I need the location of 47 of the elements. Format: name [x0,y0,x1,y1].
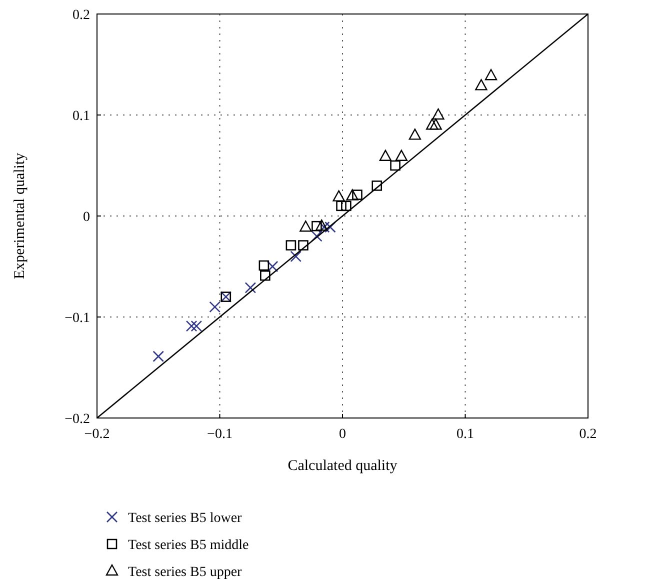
point [298,240,308,250]
point [312,220,322,232]
y-tick-label: −0.1 [64,311,90,326]
point [311,230,322,242]
legend-label: Test series B5 upper [128,565,242,580]
point [332,190,345,202]
point [209,301,220,313]
point [324,221,336,233]
point [426,118,438,130]
point [316,220,328,231]
y-axis-title: Experimental quality [12,152,28,280]
x-tick-label: 0.2 [579,427,597,442]
x-axis-title: Calculated quality [288,458,398,474]
y-tick-label: 0.2 [72,8,90,23]
point [244,282,256,294]
point [390,160,400,171]
point [186,320,198,332]
point [266,260,278,272]
point [341,200,352,212]
legend-label: Test series B5 lower [128,511,242,526]
point [372,180,382,191]
point [258,260,270,271]
point [190,320,202,332]
point [475,79,488,90]
x-tick-label: −0.2 [84,427,110,442]
point [408,128,422,140]
point [484,69,498,80]
point [430,118,442,130]
point [336,200,346,212]
point [286,240,296,250]
y-tick-label: −0.2 [64,412,90,427]
point [379,150,392,162]
point [346,189,358,200]
point [432,108,444,120]
x-tick-label: −0.1 [207,427,232,442]
x-tick-label: 0 [339,427,346,442]
point [290,250,302,262]
point [318,221,330,233]
point [352,190,362,200]
y-tick-label: 0.1 [72,109,90,124]
point [300,220,312,232]
x-tick-label: 0.1 [456,427,474,442]
point [260,270,270,281]
point [152,350,164,362]
legend-label: Test series B5 middle [128,538,249,553]
y-tick-label: 0 [83,210,90,225]
point [395,150,408,162]
